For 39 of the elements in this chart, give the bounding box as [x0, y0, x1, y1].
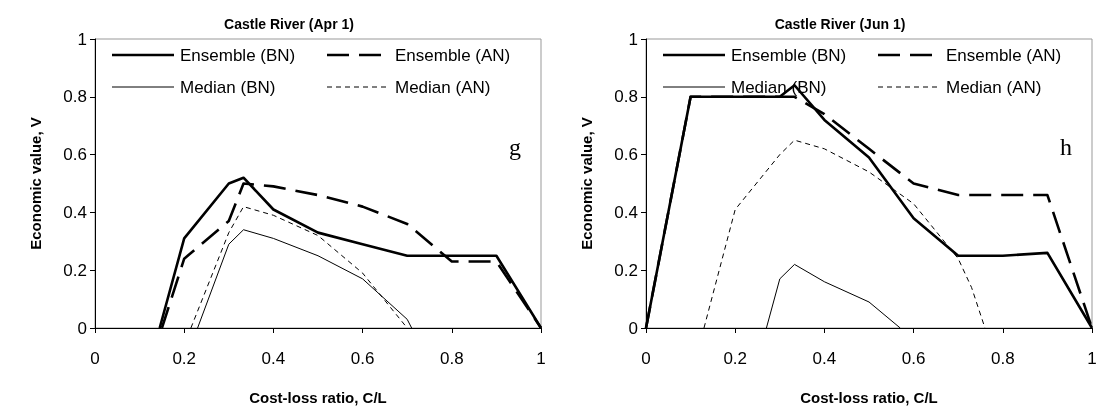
annotation: g [509, 134, 521, 160]
x-tick-label: 1 [1087, 349, 1097, 368]
y-tick-label: 0.2 [63, 260, 87, 280]
x-tick-label: 1 [536, 349, 546, 368]
x-tick-label: 0.6 [901, 349, 926, 368]
legend-label: Ensemble (BN) [731, 45, 847, 65]
y-tick-label: 0.2 [614, 260, 638, 280]
x-tick-label: 0.4 [812, 349, 837, 368]
y-tick-label: 0.6 [614, 145, 638, 165]
legend-label: Ensemble (BN) [180, 45, 296, 65]
legend-label: Median (BN) [180, 77, 276, 97]
legend-label: Ensemble (AN) [395, 45, 511, 65]
y-tick-label: 0.4 [63, 202, 87, 222]
x-axis-title: Cost-loss ratio, C/L [249, 389, 387, 406]
x-tick-label: 0.8 [439, 349, 464, 368]
y-axis-title: Economic value, V [27, 117, 44, 250]
y-tick-label: 0 [628, 318, 638, 338]
y-tick-label: 0.8 [614, 87, 638, 107]
legend-label: Median (AN) [395, 77, 491, 97]
chart-title: Castle River (Jun 1) [774, 16, 906, 32]
y-tick-label: 0 [77, 318, 87, 338]
x-tick-label: 0 [90, 349, 100, 368]
x-tick-label: 0.8 [990, 349, 1015, 368]
x-tick-label: 0.2 [172, 349, 197, 368]
x-tick-label: 0.4 [261, 349, 286, 368]
y-tick-label: 1 [77, 29, 87, 49]
legend-label: Ensemble (AN) [946, 45, 1062, 65]
y-tick-label: 0.6 [63, 145, 87, 165]
annotation: h [1060, 134, 1072, 160]
y-tick-label: 0.8 [63, 87, 87, 107]
x-axis-title: Cost-loss ratio, C/L [800, 389, 938, 406]
x-tick-label: 0.6 [350, 349, 375, 368]
x-tick-label: 0.2 [723, 349, 748, 368]
y-tick-label: 0.4 [614, 202, 638, 222]
chart-title: Castle River (Apr 1) [224, 16, 354, 32]
legend-label: Median (AN) [946, 77, 1042, 97]
y-tick-label: 1 [628, 29, 638, 49]
x-tick-label: 0 [641, 349, 651, 368]
y-axis-title: Economic value, V [578, 117, 595, 250]
